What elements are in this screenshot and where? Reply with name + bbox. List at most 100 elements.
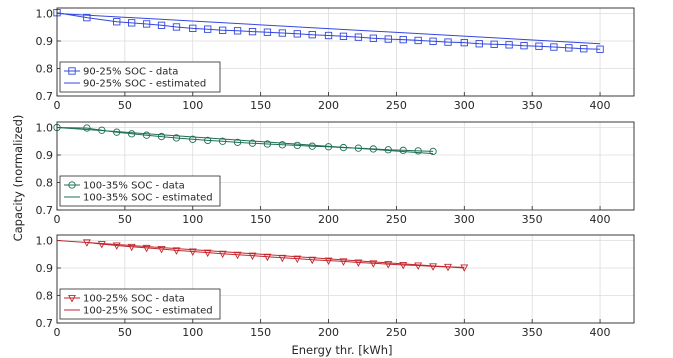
x-tick-label: 200 [318, 213, 339, 226]
data-point [399, 261, 408, 270]
x-tick-label: 250 [386, 213, 407, 226]
data-point [83, 124, 91, 132]
data-point [520, 42, 528, 50]
data-point [157, 21, 166, 29]
x-axis-label: Energy thr. [kWh] [292, 343, 393, 357]
x-tick-label: 300 [454, 326, 475, 339]
subplot-1: 0 50 100 150 200 250 300 350 400 0.7 0.8 0.9 1.0 90-2… [36, 7, 635, 112]
data-point [204, 25, 212, 33]
x-tick-label: 350 [522, 326, 543, 339]
series-data [53, 9, 604, 53]
legend-entry: 100-35% SOC - data [83, 181, 185, 192]
data-point [384, 35, 392, 43]
series-estimated [56, 240, 465, 269]
data-point [142, 131, 151, 139]
data-point [248, 139, 257, 147]
y-tick-label: 0.9 [36, 35, 54, 48]
data-point [204, 136, 212, 145]
data-point [218, 26, 227, 34]
x-tick-label: 50 [118, 99, 132, 112]
data-point [308, 142, 316, 150]
data-point [414, 36, 422, 45]
data-point [399, 146, 407, 154]
legend-marker [68, 67, 76, 75]
data-point [128, 130, 136, 138]
data-point [172, 134, 181, 142]
y-tick-label: 0.7 [36, 90, 54, 103]
legend-entry: 100-25% SOC - estimated [83, 306, 213, 317]
y-tick-label: 1.0 [36, 235, 54, 248]
data-point [203, 249, 212, 258]
data-point [189, 24, 197, 32]
data-point [550, 43, 558, 51]
data-point [113, 18, 121, 26]
series-data [82, 239, 469, 272]
legend-marker [68, 294, 76, 303]
y-tick-label: 1.0 [36, 8, 54, 21]
data-point [429, 147, 437, 156]
legend-box [59, 61, 221, 93]
data-point [596, 45, 604, 53]
series-estimated [56, 127, 434, 155]
data-point [354, 259, 363, 267]
x-tick-label: 100 [182, 326, 203, 339]
axes-box [56, 7, 635, 97]
series-line [56, 240, 465, 269]
data-point [293, 255, 302, 264]
data-point [369, 34, 377, 42]
series-estimated [56, 13, 601, 45]
data-point [444, 38, 452, 46]
x-tick-label: 50 [118, 213, 132, 226]
legend-box [59, 175, 221, 207]
data-point [308, 31, 316, 39]
data-point [83, 13, 91, 22]
y-tick-label: 0.8 [36, 63, 54, 76]
y-tick-label: 0.9 [36, 262, 54, 275]
series-line [56, 12, 601, 50]
data-point [369, 260, 378, 268]
axes-box [56, 234, 635, 324]
data-point [263, 253, 272, 262]
x-tick-label: 200 [318, 99, 339, 112]
y-tick-label: 0.7 [36, 317, 54, 330]
data-point [157, 246, 166, 254]
data-point [172, 247, 181, 255]
x-tick-label: 0 [54, 99, 61, 112]
data-point [535, 42, 543, 50]
x-tick-label: 350 [522, 213, 543, 226]
data-point [429, 37, 437, 45]
y-tick-label: 0.8 [36, 290, 54, 303]
data-point [142, 20, 151, 28]
x-tick-label: 400 [590, 213, 611, 226]
x-tick-label: 100 [182, 99, 203, 112]
x-tick-label: 400 [590, 99, 611, 112]
series-line [86, 241, 465, 268]
subplot-2: 0 50 100 150 200 250 300 350 400 0.7 0.8 0.9 1.0 100-… [36, 122, 635, 226]
legend-entry: 100-35% SOC - estimated [83, 193, 213, 204]
legend-entry: 90-25% SOC - data [83, 67, 178, 78]
data-point [188, 248, 197, 256]
data-point [475, 40, 483, 48]
data-point [127, 243, 136, 252]
data-point [189, 135, 197, 143]
data-point [157, 132, 166, 141]
data-point [354, 33, 363, 41]
x-tick-label: 0 [54, 213, 61, 226]
series-line [56, 127, 434, 152]
subplots: 0 50 100 150 200 250 300 350 400 0.7 0.8 0.9 1.0 90-2… [36, 7, 635, 339]
data-point [580, 45, 588, 53]
x-tick-label: 0 [54, 326, 61, 339]
x-tick-label: 150 [250, 99, 271, 112]
x-tick-label: 300 [454, 213, 475, 226]
data-point [128, 19, 136, 27]
legend-entry: 90-25% SOC - estimated [83, 79, 206, 90]
x-tick-label: 200 [318, 326, 339, 339]
x-tick-label: 400 [590, 326, 611, 339]
data-point [490, 40, 498, 48]
x-tick-label: 150 [250, 326, 271, 339]
y-tick-label: 0.9 [36, 149, 54, 162]
